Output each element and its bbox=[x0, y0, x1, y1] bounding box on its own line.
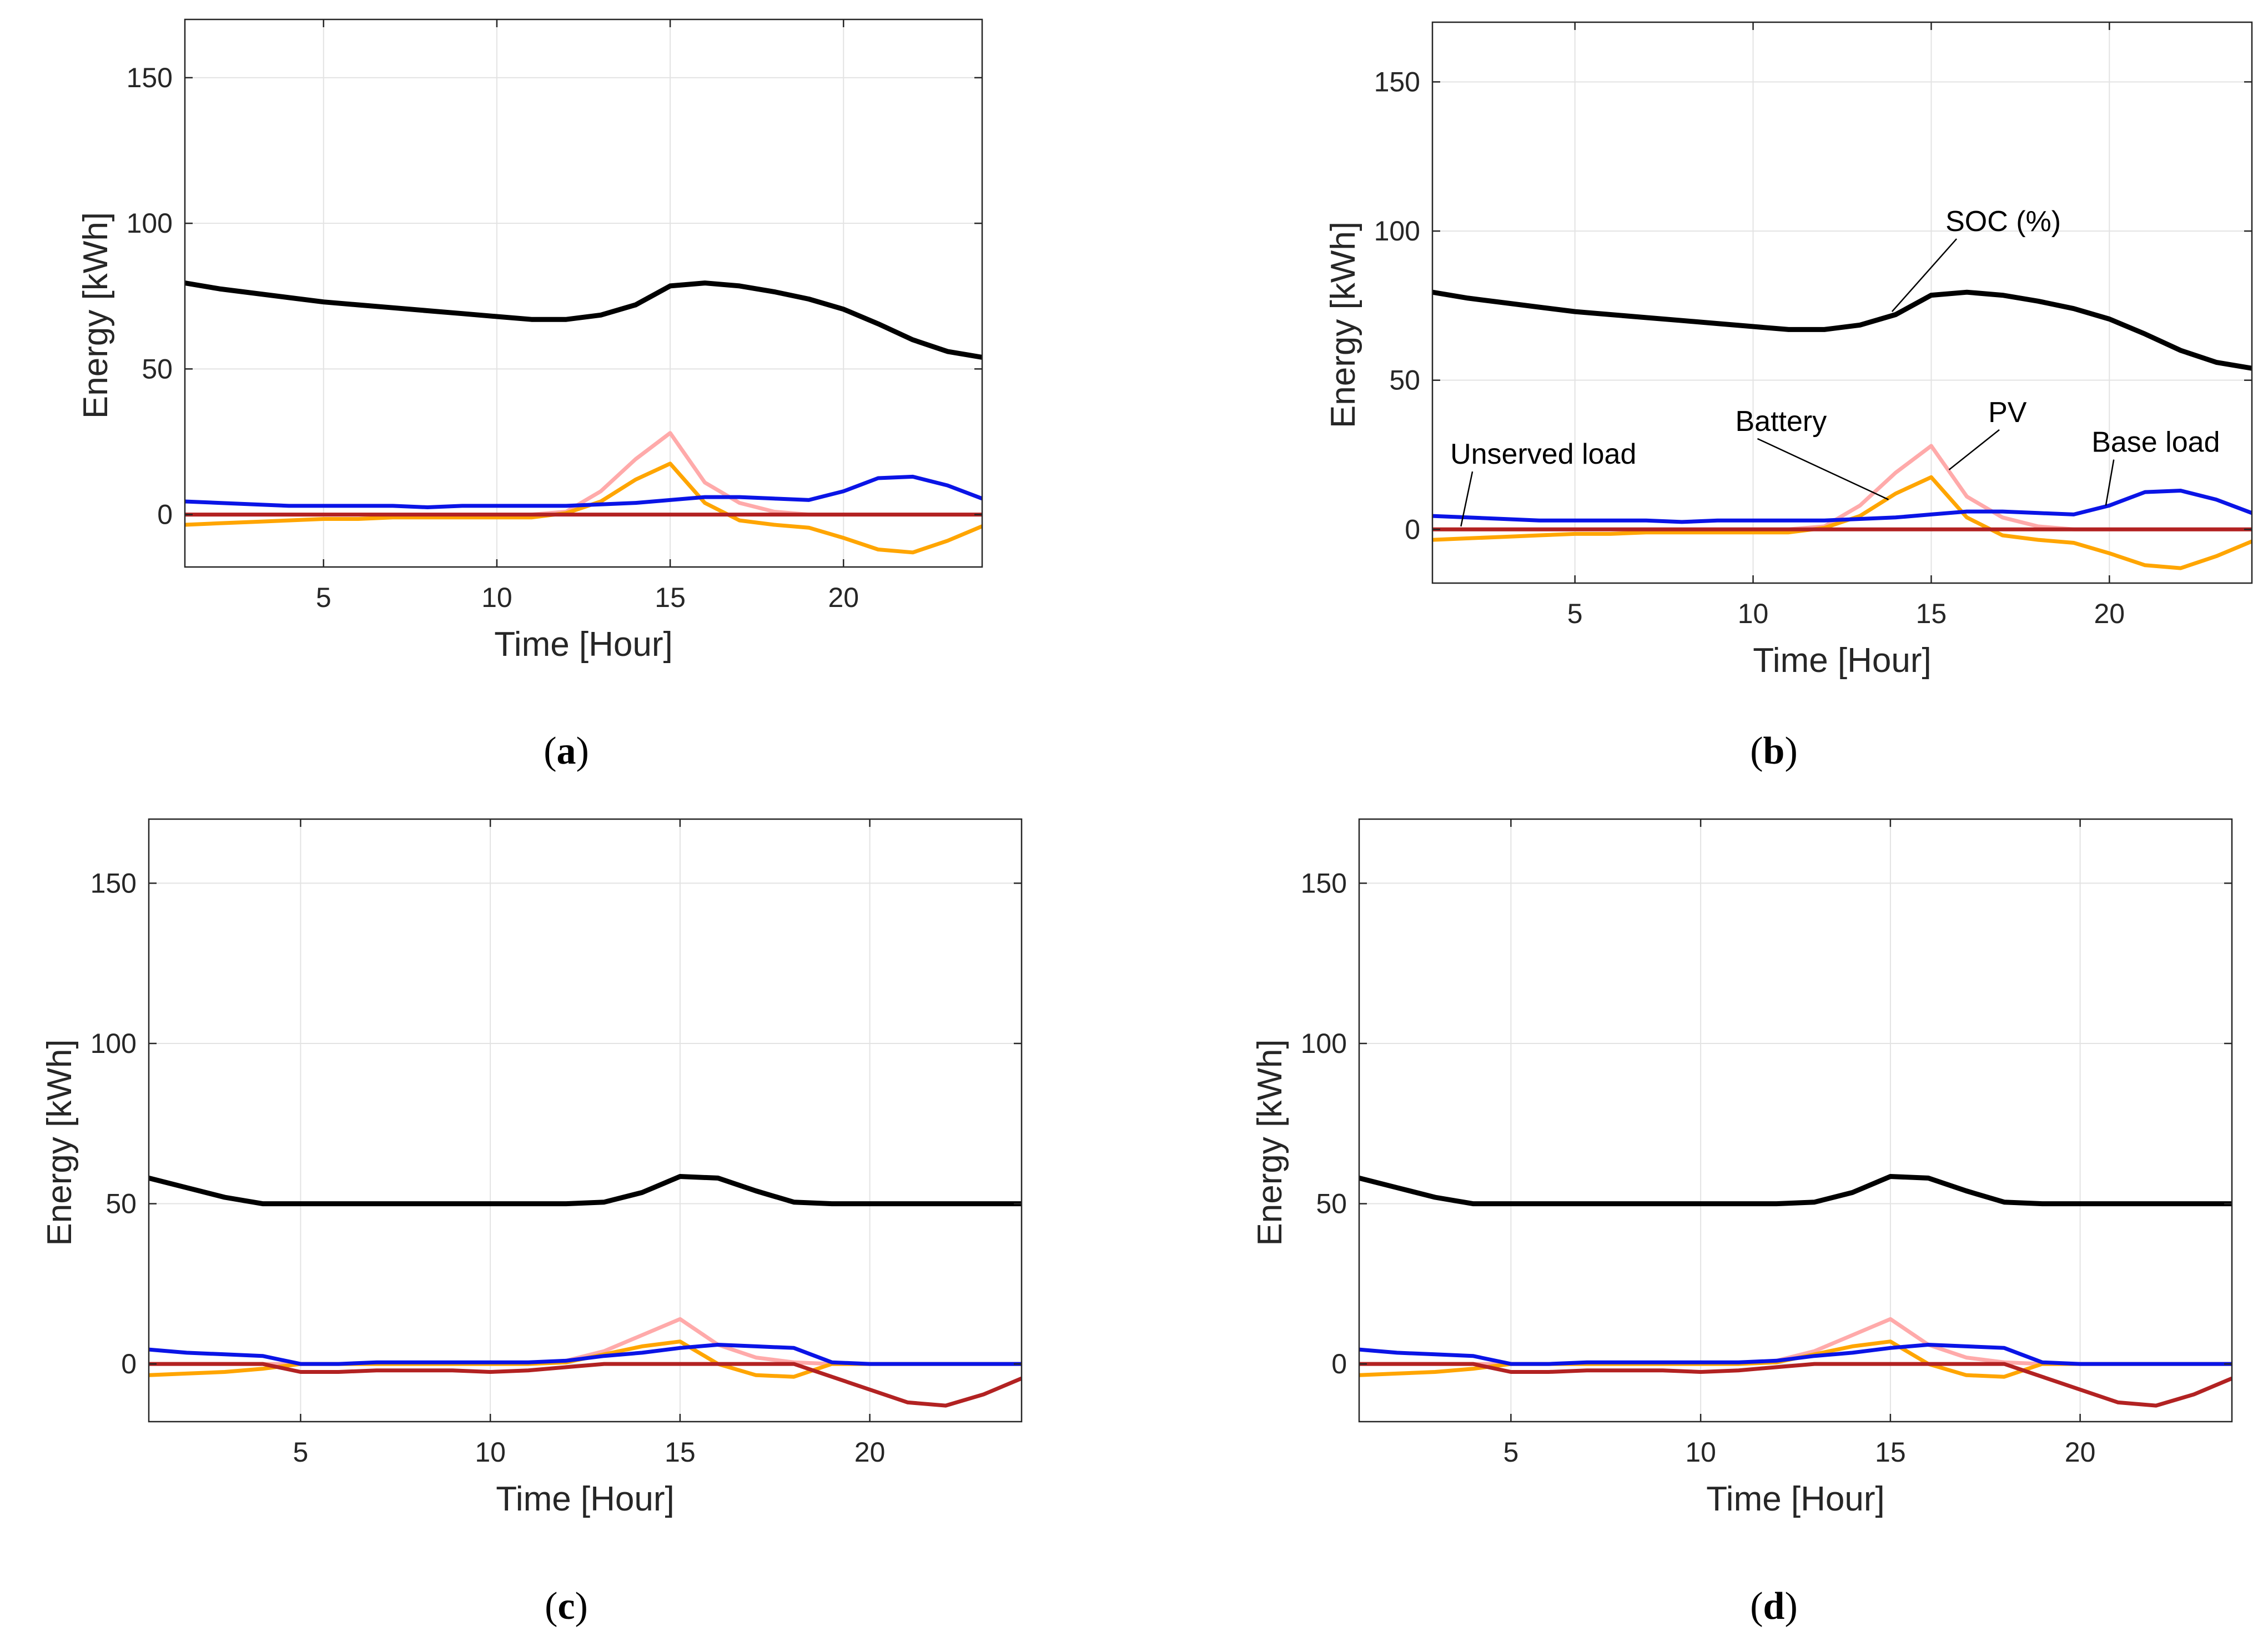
axes-box bbox=[1358, 818, 2233, 1423]
x-tick-label: 5 bbox=[1567, 598, 1583, 629]
x-tick-label: 20 bbox=[828, 582, 859, 613]
annotation-leader-line bbox=[1948, 429, 2000, 470]
x-tick-label: 15 bbox=[655, 582, 686, 613]
annotation-leader-line bbox=[1757, 438, 1889, 500]
x-tick-label: 10 bbox=[481, 582, 512, 613]
x-tick-label: 5 bbox=[316, 582, 331, 613]
y-tick-label: 150 bbox=[90, 867, 137, 899]
panel-caption: (c) bbox=[545, 1585, 588, 1628]
x-tick-label: 15 bbox=[1916, 598, 1947, 629]
panel-caption-letter: d bbox=[1763, 1585, 1785, 1628]
panel-d: 5 10 15 20 0 50 100 150 Time [Hour] Energy [kWh] (… bbox=[1251, 818, 2233, 1628]
x-tick-label: 5 bbox=[1503, 1437, 1518, 1468]
y-tick-label: 150 bbox=[1301, 867, 1347, 899]
series-line-base-load bbox=[184, 474, 983, 509]
series-line-base-load bbox=[1432, 489, 2253, 524]
annotation-label: Battery bbox=[1735, 405, 1827, 438]
series-line-unserved-load bbox=[1359, 1362, 2233, 1408]
panel-caption: (b) bbox=[1750, 730, 1798, 772]
y-tick-label: 50 bbox=[1316, 1188, 1347, 1220]
series-line-unserved-load bbox=[149, 1362, 1023, 1408]
x-axis-label: Time [Hour] bbox=[494, 625, 673, 664]
y-tick-label: 100 bbox=[90, 1028, 137, 1059]
panel-caption: (a) bbox=[544, 730, 589, 772]
y-tick-label: 150 bbox=[127, 62, 173, 93]
series-line-soc bbox=[1432, 289, 2252, 371]
annotation-label: Base load bbox=[2091, 426, 2220, 459]
x-tick-label: 20 bbox=[2065, 1437, 2096, 1468]
y-tick-label: 100 bbox=[1374, 215, 1420, 247]
series-line-soc bbox=[148, 1174, 1022, 1207]
y-axis-label: Energy [kWh] bbox=[77, 212, 115, 419]
panel-caption-letter: a bbox=[557, 730, 576, 772]
series-line-battery bbox=[1432, 475, 2253, 570]
x-tick-label: 15 bbox=[1875, 1437, 1906, 1468]
panel-a: 5 10 15 20 0 50 100 150 Time [Hour] Energy [kWh] (… bbox=[77, 18, 983, 772]
axes-box bbox=[148, 818, 1023, 1423]
y-tick-label: 0 bbox=[1331, 1348, 1347, 1379]
y-tick-label: 50 bbox=[105, 1188, 137, 1220]
annotation-label: Unserved load bbox=[1450, 438, 1636, 470]
y-tick-label: 50 bbox=[142, 353, 173, 384]
y-axis-label: Energy [kWh] bbox=[41, 1039, 79, 1246]
annotation-leader-line bbox=[1460, 471, 1474, 527]
y-axis-label: Energy [kWh] bbox=[1251, 1039, 1289, 1246]
series-line-base-load bbox=[1359, 1343, 2232, 1366]
y-tick-label: 0 bbox=[1405, 514, 1420, 545]
annotation-leader-line bbox=[2105, 459, 2115, 506]
y-tick-label: 0 bbox=[157, 499, 173, 530]
axes-box bbox=[184, 18, 983, 568]
series-line-soc bbox=[184, 280, 983, 360]
x-axis-label: Time [Hour] bbox=[496, 1480, 675, 1518]
series-line-battery bbox=[184, 461, 983, 555]
y-tick-label: 100 bbox=[1301, 1028, 1347, 1059]
annotation-leader-line bbox=[1891, 238, 1958, 312]
y-axis-label: Energy [kWh] bbox=[1324, 222, 1362, 428]
panel-caption: (d) bbox=[1750, 1585, 1798, 1628]
panel-caption-letter: b bbox=[1763, 730, 1785, 772]
x-tick-label: 10 bbox=[475, 1437, 506, 1468]
panel-caption-letter: c bbox=[557, 1585, 575, 1628]
annotation-label: SOC (%) bbox=[1945, 205, 2061, 238]
y-tick-label: 50 bbox=[1389, 365, 1420, 396]
series-line-base-load bbox=[148, 1343, 1022, 1366]
series-line-soc bbox=[1358, 1174, 2232, 1207]
x-tick-label: 10 bbox=[1685, 1437, 1716, 1468]
annotation-label: PV bbox=[1988, 397, 2027, 429]
y-tick-label: 100 bbox=[127, 208, 173, 239]
panel-b: 5 10 15 20 0 50 100 150 Time [Hour] Energy [kWh] S… bbox=[1324, 21, 2253, 772]
x-tick-label: 15 bbox=[665, 1437, 696, 1468]
x-tick-label: 10 bbox=[1738, 598, 1769, 629]
y-tick-label: 150 bbox=[1374, 66, 1420, 97]
axes-box bbox=[1431, 21, 2253, 584]
y-tick-label: 0 bbox=[121, 1348, 137, 1379]
x-tick-label: 20 bbox=[854, 1437, 886, 1468]
panel-c: 5 10 15 20 0 50 100 150 Time [Hour] Energy [kWh] (… bbox=[41, 818, 1023, 1628]
series-line-pv bbox=[185, 431, 982, 517]
x-axis-label: Time [Hour] bbox=[1753, 641, 1932, 680]
x-tick-label: 20 bbox=[2094, 598, 2125, 629]
x-axis-label: Time [Hour] bbox=[1706, 1480, 1885, 1518]
x-tick-label: 5 bbox=[293, 1437, 308, 1468]
